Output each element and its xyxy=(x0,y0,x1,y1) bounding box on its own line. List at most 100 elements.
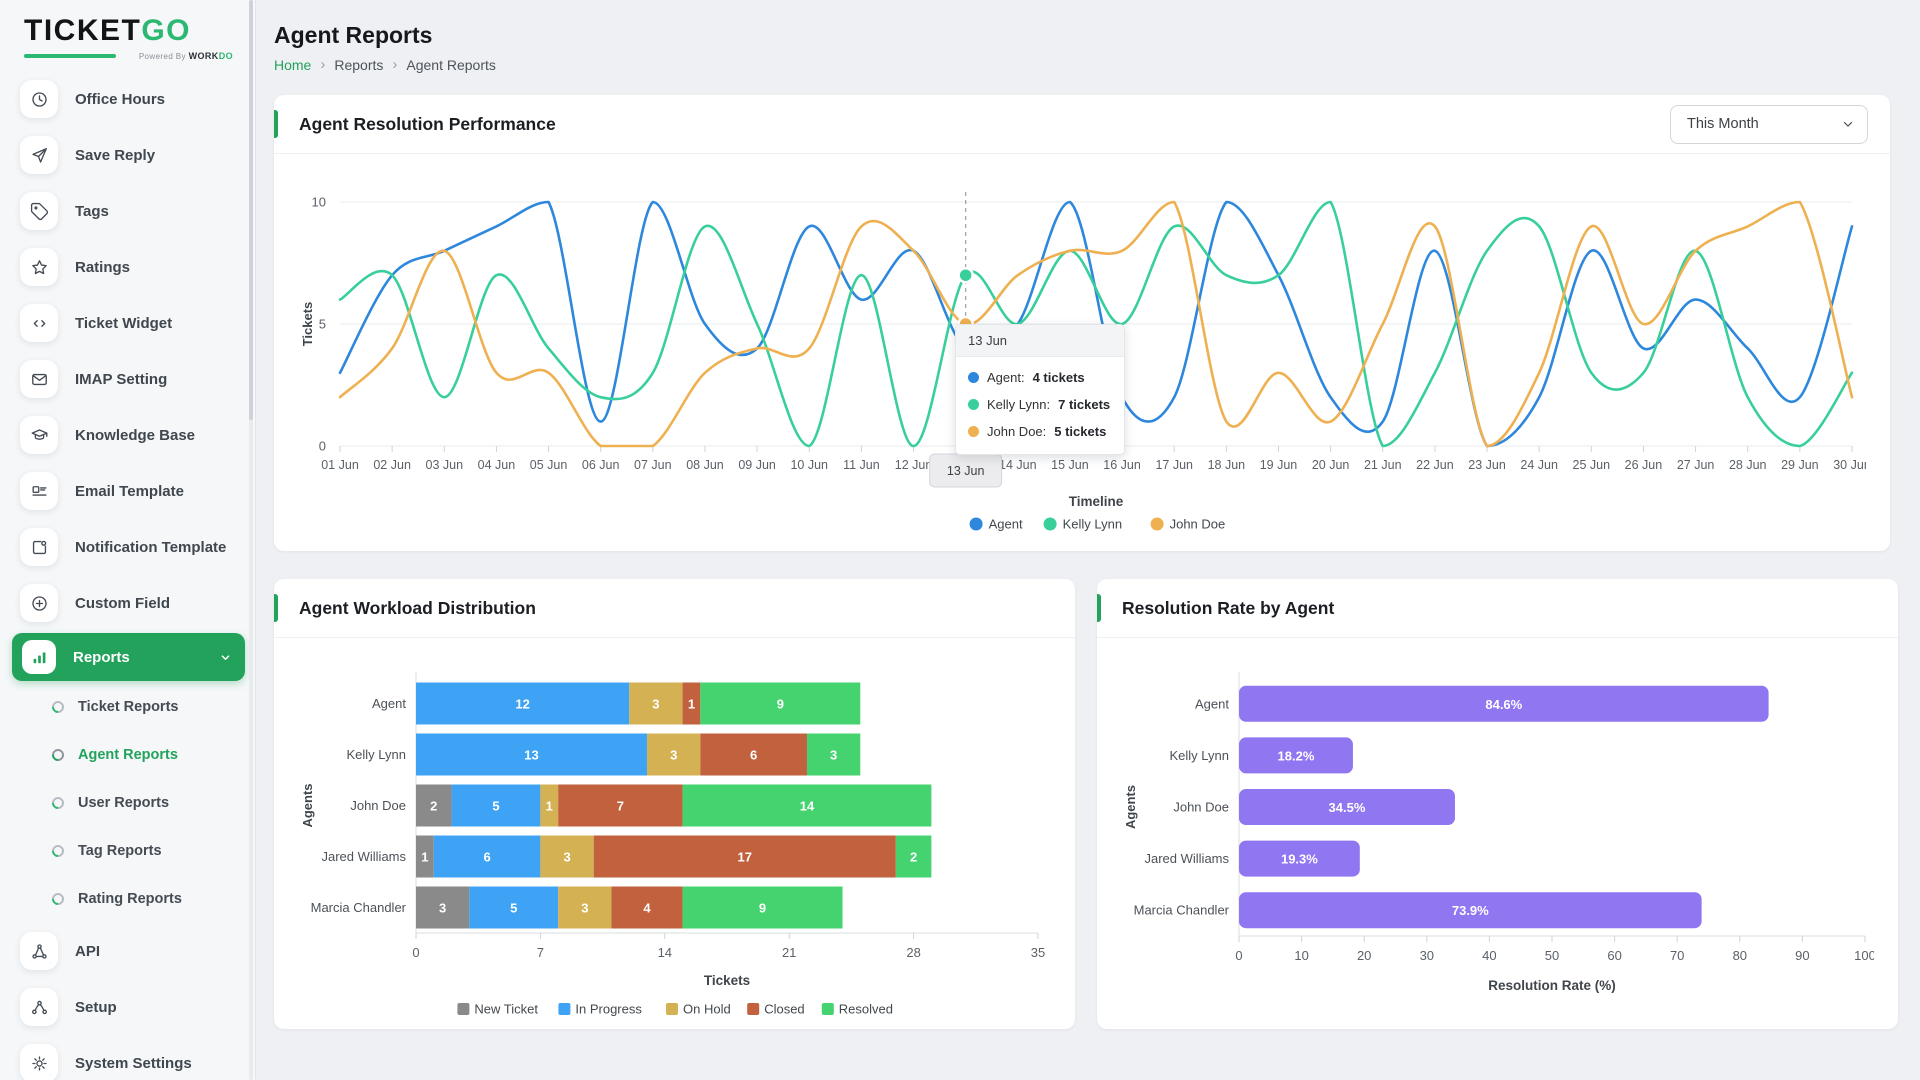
bar-segment-resolved-john-doe[interactable] xyxy=(682,784,932,827)
sidebar-item-system-settings[interactable]: System Settings xyxy=(0,1035,255,1080)
bar-segment-in-progress-marcia-chandler[interactable] xyxy=(469,886,559,929)
sidebar-item-imap-setting[interactable]: IMAP Setting xyxy=(0,351,255,407)
x-tick-label: 10 Jun xyxy=(790,458,828,472)
star-icon xyxy=(20,248,58,286)
sidebar-item-rating-reports[interactable]: Rating Reports xyxy=(0,875,255,923)
bar-segment-in-progress-jared-williams[interactable] xyxy=(433,835,541,878)
bar-segment-resolved-agent[interactable] xyxy=(700,682,861,725)
app-logo[interactable]: TICKETGO Powered By WORKDO xyxy=(0,0,255,67)
bar-john-doe[interactable] xyxy=(1239,789,1455,825)
sidebar-item-custom-field[interactable]: Custom Field xyxy=(0,575,255,631)
legend-item-new-ticket[interactable]: New Ticket xyxy=(457,1002,538,1017)
bar-segment-closed-jared-williams[interactable] xyxy=(593,835,896,878)
breadcrumb: Home › Reports › Agent Reports xyxy=(274,56,1890,73)
logo-underline xyxy=(24,54,116,58)
breadcrumb-home[interactable]: Home xyxy=(274,56,312,73)
bar-segment-new-ticket-john-doe[interactable] xyxy=(416,784,452,827)
y-axis-label: Agents xyxy=(300,783,315,827)
bar-segment-on-hold-marcia-chandler[interactable] xyxy=(558,886,612,929)
x-tick-label: 90 xyxy=(1795,948,1809,963)
logo-text: TICKETGO xyxy=(24,14,191,47)
legend-item-agent[interactable]: Agent xyxy=(969,517,1023,532)
legend-item-closed[interactable]: Closed xyxy=(747,1002,805,1017)
tooltip-series-dot xyxy=(968,399,979,410)
workload-chart-area[interactable]: 0 7 14 21 28 35 Agent 12 3 1 9 Kelly Lynn 13 3 6 3 John … xyxy=(274,638,1075,1035)
bar-segment-in-progress-agent[interactable] xyxy=(416,682,630,725)
legend-swatch xyxy=(747,1003,760,1015)
plus-circle-icon xyxy=(31,595,47,611)
breadcrumb-reports[interactable]: Reports xyxy=(334,56,384,73)
sidebar-item-label: User Reports xyxy=(78,795,170,811)
sidebar-item-api[interactable]: API xyxy=(0,923,255,979)
bar-segment-on-hold-john-doe[interactable] xyxy=(540,784,559,827)
x-tick-label: 08 Jun xyxy=(686,458,724,472)
period-filter-select[interactable]: This Month xyxy=(1670,104,1868,144)
x-tick-label: 03 Jun xyxy=(426,458,464,472)
bar-segment-closed-marcia-chandler[interactable] xyxy=(611,886,683,929)
sidebar-item-agent-reports[interactable]: Agent Reports xyxy=(0,731,255,779)
category-label: John Doe xyxy=(1173,800,1229,815)
bar-segment-new-ticket-marcia-chandler[interactable] xyxy=(416,886,470,929)
legend-label: Closed xyxy=(764,1002,804,1017)
agent-resolution-line-chart[interactable]: 0 5 10 Tickets 01 Jun 02 Jun 03 Jun 04 Jun 05 Ju… xyxy=(298,154,1871,550)
bar-segment-on-hold-jared-williams[interactable] xyxy=(540,835,594,878)
bar-segment-new-ticket-jared-williams[interactable] xyxy=(416,835,434,878)
line-chart-area[interactable]: 0 5 10 Tickets 01 Jun 02 Jun 03 Jun 04 Jun 05 Ju… xyxy=(274,154,1890,555)
legend-item-in-progress[interactable]: In Progress xyxy=(558,1002,642,1017)
bar-kelly-lynn[interactable] xyxy=(1239,737,1353,774)
resolution-rate-bar-chart[interactable]: 0 10 20 30 40 50 60 70 80 90 100 Agent 84.6% Kelly Ly… xyxy=(1121,638,1876,1030)
bar-segment-in-progress-john-doe[interactable] xyxy=(451,784,541,827)
bar-value-label: 7 xyxy=(617,799,624,814)
sidebar-item-email-template[interactable]: Email Template xyxy=(0,463,255,519)
sidebar-item-label: Save Reply xyxy=(75,146,156,164)
bar-segment-resolved-kelly-lynn[interactable] xyxy=(806,733,861,776)
hover-point-kelly-lynn[interactable] xyxy=(957,266,974,284)
sidebar-item-ratings[interactable]: Ratings xyxy=(0,239,255,295)
bar-value-label: 2 xyxy=(910,850,917,865)
sidebar-item-label: System Settings xyxy=(75,1054,192,1072)
category-label: Agent xyxy=(1195,696,1229,711)
bar-segment-on-hold-kelly-lynn[interactable] xyxy=(647,733,701,776)
resolution-chart-area[interactable]: 0 10 20 30 40 50 60 70 80 90 100 Agent 84.6% Kelly Ly… xyxy=(1097,638,1898,1035)
legend-item-john-doe[interactable]: John Doe xyxy=(1150,517,1226,532)
sidebar-item-ticket-reports[interactable]: Ticket Reports xyxy=(0,683,255,731)
sidebar-scrollbar-thumb[interactable] xyxy=(249,0,253,420)
bar-marcia-chandler[interactable] xyxy=(1239,892,1702,929)
bar-segment-closed-john-doe[interactable] xyxy=(558,784,683,827)
sidebar-item-save-reply[interactable]: Save Reply xyxy=(0,127,255,183)
bar-segment-closed-agent[interactable] xyxy=(682,682,701,725)
sidebar-item-tag-reports[interactable]: Tag Reports xyxy=(0,827,255,875)
sidebar-item-reports[interactable]: Reports xyxy=(12,633,245,681)
highlighted-x-tick-label: 13 Jun xyxy=(947,464,985,478)
sidebar-item-knowledge-base[interactable]: Knowledge Base xyxy=(0,407,255,463)
bar-segment-on-hold-agent[interactable] xyxy=(629,682,683,725)
sidebar-item-tags[interactable]: Tags xyxy=(0,183,255,239)
card-agent-resolution-performance: Agent Resolution Performance This Month … xyxy=(274,95,1890,551)
sidebar-item-notification-template[interactable]: Notification Template xyxy=(0,519,255,575)
bar-segment-resolved-marcia-chandler[interactable] xyxy=(682,886,843,929)
external-box-icon xyxy=(32,540,46,554)
bar-value-label: 34.5% xyxy=(1329,800,1366,815)
legend-item-kelly-lynn[interactable]: Kelly Lynn xyxy=(1043,517,1123,532)
bar-segment-in-progress-kelly-lynn[interactable] xyxy=(416,733,648,776)
bar-segment-resolved-jared-williams[interactable] xyxy=(895,835,932,878)
sidebar-item-setup[interactable]: Setup xyxy=(0,979,255,1035)
x-tick-label: 28 xyxy=(906,945,920,960)
bullet-icon xyxy=(49,890,67,908)
legend-dot xyxy=(969,517,983,531)
legend-item-resolved[interactable]: Resolved xyxy=(821,1002,893,1017)
legend-label: John Doe xyxy=(1170,517,1226,532)
legend-item-on-hold[interactable]: On Hold xyxy=(666,1002,731,1017)
y-axis-label: Tickets xyxy=(300,302,315,347)
bar-agent[interactable] xyxy=(1239,685,1769,722)
y-tick-label: 10 xyxy=(312,195,326,210)
sidebar-item-ticket-widget[interactable]: Ticket Widget xyxy=(0,295,255,351)
gear-icon xyxy=(20,1044,58,1080)
bar-jared-williams[interactable] xyxy=(1239,840,1360,877)
line-series-john-doe[interactable] xyxy=(338,200,1854,448)
bar-segment-closed-kelly-lynn[interactable] xyxy=(700,733,807,776)
category-label: Marcia Chandler xyxy=(311,900,407,915)
sidebar-item-user-reports[interactable]: User Reports xyxy=(0,779,255,827)
sidebar-item-office-hours[interactable]: Office Hours xyxy=(0,71,255,127)
